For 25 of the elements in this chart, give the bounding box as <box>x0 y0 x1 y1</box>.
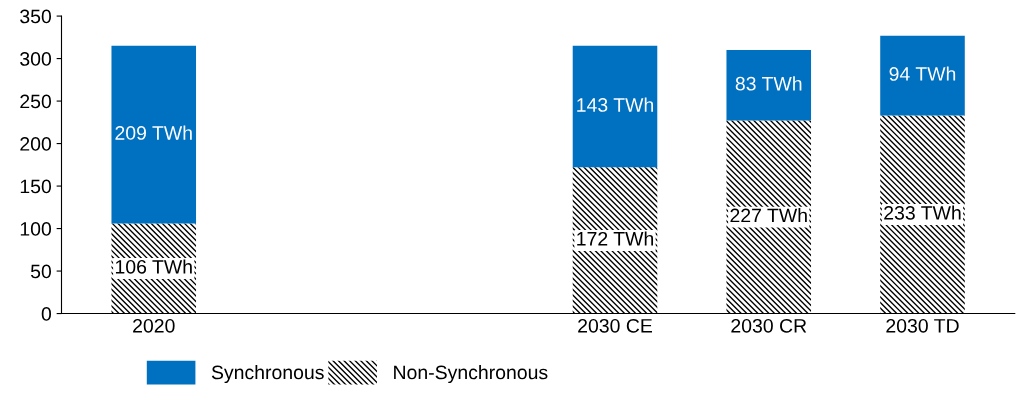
x-tick-label: 2020 <box>133 318 175 333</box>
x-tick-label: 2030 CR <box>731 318 807 333</box>
legend-label: Synchronous <box>211 364 324 384</box>
y-tick-label: 100 <box>20 222 52 236</box>
bar <box>726 120 812 314</box>
bar <box>111 45 197 224</box>
data-label: 227 TWh <box>730 208 807 223</box>
data-label: 94 TWh <box>889 66 956 81</box>
data-label: 143 TWh <box>577 97 654 112</box>
y-tick-label: 50 <box>30 264 52 279</box>
data-label: 209 TWh <box>115 125 192 140</box>
bar <box>880 115 965 314</box>
x-tick-label: 2030 CE <box>578 318 652 333</box>
data-label: 172 TWh <box>577 231 654 246</box>
y-tick-label: 350 <box>20 9 52 24</box>
y-tick-label: 200 <box>20 137 52 151</box>
data-label: 233 TWh <box>884 205 961 220</box>
data-label: 106 TWh <box>115 259 192 274</box>
y-tick-label: 150 <box>20 179 52 194</box>
y-tick-label: 300 <box>20 52 52 66</box>
y-tick-label: 0 <box>41 307 52 321</box>
data-label: 83 TWh <box>735 76 802 91</box>
y-tick-label: 250 <box>20 94 52 109</box>
legend-label: Non-Synchronous <box>394 364 548 384</box>
x-tick-label: 2030 TD <box>886 318 959 333</box>
